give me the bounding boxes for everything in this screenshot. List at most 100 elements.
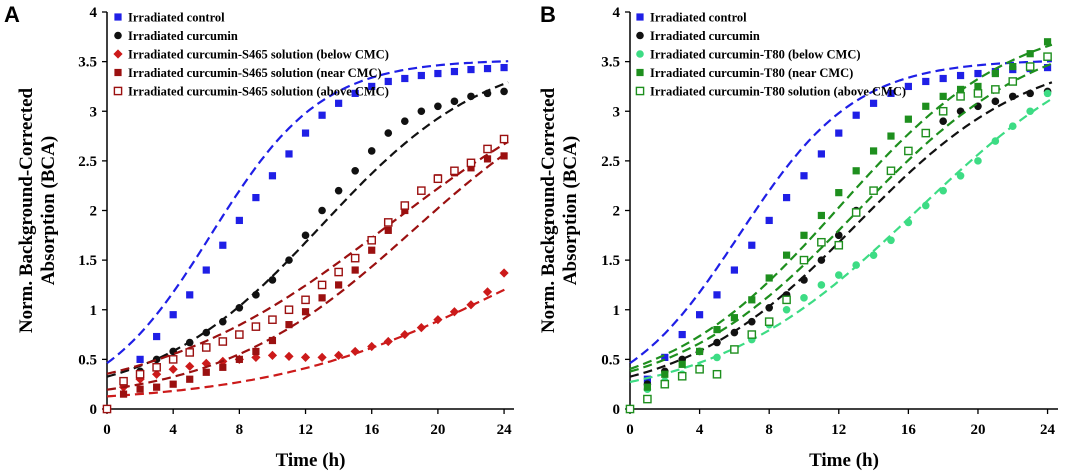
data-point [301, 295, 310, 305]
data-point [384, 129, 393, 137]
legend: Irradiated control Irradiated curcumin Irr… [635, 11, 906, 99]
data-point [765, 216, 773, 225]
data-point [267, 350, 278, 361]
data-point [219, 317, 227, 326]
data-point [782, 295, 791, 305]
data-point [235, 330, 244, 339]
data-point [483, 144, 492, 154]
legend-label: Irradiated control [650, 11, 747, 25]
data-point [500, 63, 508, 72]
data-point [351, 266, 359, 274]
data-point [367, 147, 376, 155]
data-point [500, 87, 508, 96]
legend-marker [114, 31, 122, 40]
y-tick-label: 0.5 [78, 352, 97, 368]
data-point [1025, 62, 1035, 71]
y-tick-label: 2 [613, 204, 621, 220]
data-point [782, 193, 791, 202]
data-point [334, 350, 344, 361]
data-point [817, 211, 825, 220]
y-tick-label: 0 [613, 402, 621, 418]
data-point [417, 71, 425, 80]
x-axis-label: Time (h) [276, 450, 346, 471]
data-point [201, 358, 211, 368]
data-point [956, 85, 965, 94]
series-0 [103, 60, 509, 413]
data-point [252, 347, 260, 356]
data-point [152, 355, 161, 364]
data-point [817, 237, 826, 247]
x-tick-label: 0 [103, 422, 111, 438]
data-point [974, 82, 982, 91]
data-point [800, 294, 808, 302]
data-point [335, 99, 343, 107]
data-point [1043, 63, 1052, 72]
x-axis-label: Time (h) [809, 450, 879, 471]
legend: Irradiated control Irradiated curcumin Irr… [113, 11, 389, 99]
data-point [136, 385, 144, 393]
y-tick-label: 3 [613, 104, 621, 120]
panel-letter: B [540, 2, 556, 27]
chart-panel-a: A 0 0.5 1 1.5 2 2.5 3 3.5 4 0 4 8 12 16 20 24 Time (h) Nor… [4, 2, 514, 471]
chart-panel-b: B 0 0.5 1 1.5 2 2.5 3 3.5 4 0 4 8 12 16 20 24 Time (h) Nor… [538, 2, 1058, 471]
data-point [434, 69, 442, 78]
series-2 [102, 268, 509, 414]
data-point [466, 158, 476, 168]
x-tick-label: 24 [497, 422, 513, 438]
data-point [301, 231, 310, 240]
data-point [834, 271, 843, 279]
data-point [713, 338, 721, 347]
x-tick-label: 20 [970, 422, 985, 438]
x-tick-label: 16 [364, 422, 380, 438]
data-point [1026, 50, 1034, 58]
data-point [367, 235, 377, 245]
x-tick-label: 4 [696, 422, 704, 438]
legend-marker [636, 13, 644, 21]
data-point [851, 208, 861, 217]
data-point [268, 315, 277, 324]
data-point [218, 337, 228, 346]
data-point [450, 166, 459, 176]
legend-label: Irradiated curcumin-T80 (below CMC) [650, 48, 861, 62]
data-point [800, 172, 808, 180]
data-point [956, 171, 965, 180]
data-point [433, 315, 443, 325]
data-point [168, 364, 178, 374]
y-tick-label: 4 [90, 5, 98, 21]
data-point [800, 276, 808, 284]
data-point [219, 241, 227, 249]
data-point [747, 330, 757, 339]
data-point [1043, 52, 1052, 61]
data-point [268, 172, 277, 180]
data-point [695, 311, 704, 319]
data-point [383, 218, 393, 227]
data-point [416, 323, 426, 333]
data-point [500, 152, 508, 160]
data-point [887, 132, 895, 140]
data-point [135, 374, 145, 384]
data-point [747, 317, 756, 326]
data-point [102, 404, 112, 414]
legend-marker [635, 86, 645, 96]
data-point [834, 240, 844, 250]
data-point [991, 137, 1000, 145]
data-point [335, 281, 343, 289]
y-tick-label: 3.5 [601, 55, 620, 71]
data-point [730, 328, 739, 337]
data-point [450, 97, 459, 106]
data-point [268, 336, 277, 345]
series-2 [626, 89, 1053, 413]
y-tick-label: 4 [613, 5, 621, 21]
data-point [450, 67, 459, 76]
data-point [152, 363, 161, 372]
data-point [169, 311, 177, 319]
data-point [765, 274, 773, 282]
data-point [417, 107, 426, 116]
data-point [661, 353, 669, 361]
x-tick-label: 8 [236, 422, 244, 438]
data-point [904, 115, 912, 123]
data-point [660, 379, 670, 389]
data-point [764, 317, 774, 326]
y-axis-label-line1: Norm. Background-Corrected [16, 87, 37, 333]
data-point [400, 201, 410, 210]
